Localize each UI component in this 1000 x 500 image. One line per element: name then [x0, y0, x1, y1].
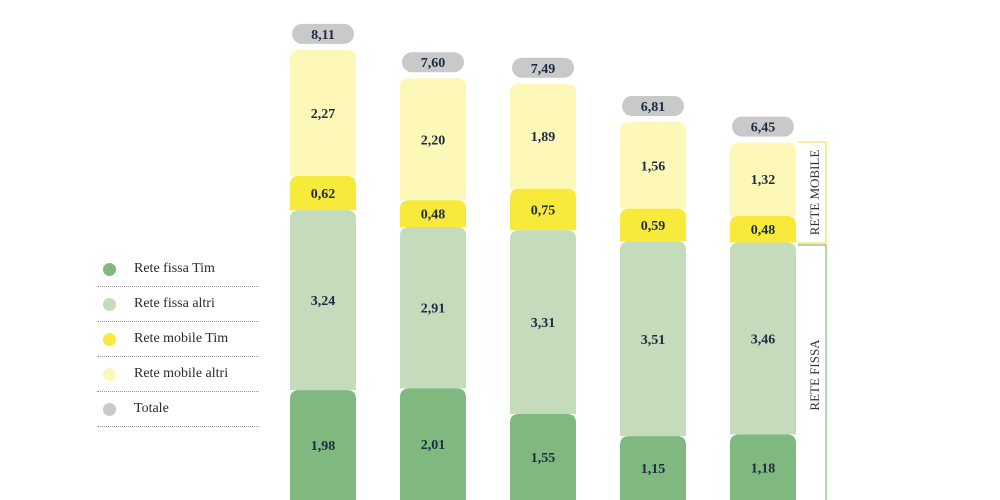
data-label-rete-fissa-tim: 1,55 — [531, 451, 556, 466]
bar-segment-rete-mobile-tim — [730, 215, 796, 243]
total-label: 7,49 — [531, 62, 556, 77]
total-label: 6,81 — [641, 100, 666, 115]
data-label-rete-mobile-tim: 0,62 — [311, 187, 336, 202]
legend-swatch — [103, 332, 116, 346]
data-label-rete-fissa-altri: 2,91 — [421, 302, 446, 317]
bar-segment-rete-mobile-tim — [510, 188, 576, 231]
total-label: 8,11 — [311, 28, 335, 43]
data-label-rete-fissa-altri: 3,51 — [641, 333, 666, 348]
bar-segment-rete-fissa-altri — [290, 210, 356, 391]
bar-segment-rete-mobile-tim — [620, 208, 686, 242]
data-label-rete-fissa-altri: 3,24 — [311, 294, 336, 309]
legend-swatch — [103, 262, 116, 276]
total-pill — [292, 23, 354, 44]
legend-item-rete-mobile-altri: Rete mobile altri — [97, 357, 259, 392]
bar-segment-rete-mobile-tim — [290, 175, 356, 211]
bar-segment-rete-fissa-tim — [290, 390, 356, 500]
legend: Rete fissa Tim Rete fissa altri Rete mob… — [97, 252, 259, 427]
rete-fissa-bracket — [798, 244, 827, 500]
rete-mobile-bracket — [798, 141, 827, 244]
legend-label: Rete fissa Tim — [134, 261, 215, 276]
data-label-rete-mobile-altri: 2,20 — [421, 133, 446, 148]
rete-mobile-label: RETE MOBILE — [807, 150, 822, 236]
total-pill — [512, 57, 574, 78]
total-pill — [732, 116, 794, 137]
bar-segment-rete-mobile-tim — [400, 200, 466, 227]
total-pill — [402, 52, 464, 73]
bar-segment-rete-mobile-altri — [730, 142, 796, 216]
data-label-rete-mobile-tim: 0,59 — [641, 219, 666, 234]
data-label-rete-fissa-tim: 1,98 — [311, 439, 336, 454]
data-label-rete-fissa-tim: 2,01 — [421, 438, 446, 453]
legend-label: Rete mobile altri — [134, 366, 229, 381]
bar-segment-rete-fissa-altri — [400, 226, 466, 389]
legend-swatch — [103, 402, 116, 416]
data-label-rete-mobile-tim: 0,48 — [751, 223, 776, 238]
bar-segment-rete-fissa-tim — [510, 413, 576, 500]
bar-segment-rete-mobile-altri — [620, 122, 686, 209]
bar-segment-rete-mobile-altri — [290, 49, 356, 176]
data-label-rete-mobile-altri: 2,27 — [311, 107, 336, 122]
rete-fissa-label: RETE FISSA — [807, 339, 822, 411]
legend-swatch — [103, 367, 116, 381]
bar-segment-rete-fissa-altri — [620, 241, 686, 437]
legend-item-totale: Totale — [97, 392, 259, 427]
data-label-rete-fissa-altri: 3,46 — [751, 332, 776, 347]
total-pill — [622, 96, 684, 117]
data-label-rete-fissa-tim: 1,18 — [751, 461, 776, 476]
bar-segment-rete-fissa-altri — [730, 242, 796, 435]
data-label-rete-mobile-tim: 0,48 — [421, 208, 446, 223]
bar-segment-rete-fissa-altri — [510, 230, 576, 414]
data-label-rete-mobile-altri: 1,89 — [531, 130, 556, 145]
data-label-rete-mobile-altri: 1,56 — [641, 159, 666, 174]
total-label: 6,45 — [751, 121, 776, 136]
legend-item-rete-fissa-tim: Rete fissa Tim — [97, 252, 259, 287]
bar-segment-rete-fissa-tim — [400, 388, 466, 500]
total-label: 7,60 — [421, 56, 446, 71]
legend-label: Rete fissa altri — [134, 296, 215, 311]
legend-item-rete-mobile-tim: Rete mobile Tim — [97, 322, 259, 357]
legend-item-rete-fissa-altri: Rete fissa altri — [97, 287, 259, 322]
legend-label: Rete mobile Tim — [134, 331, 229, 346]
bar-segment-rete-mobile-altri — [510, 83, 576, 189]
data-label-rete-mobile-tim: 0,75 — [531, 203, 556, 218]
bar-segment-rete-mobile-altri — [400, 78, 466, 201]
legend-swatch — [103, 297, 116, 311]
data-label-rete-fissa-altri: 3,31 — [531, 316, 556, 331]
bar-segment-rete-fissa-tim — [620, 436, 686, 500]
data-label-rete-fissa-tim: 1,15 — [641, 462, 666, 477]
data-label-rete-mobile-altri: 1,32 — [751, 173, 776, 188]
legend-label: Totale — [134, 401, 169, 416]
bar-segment-rete-fissa-tim — [730, 434, 796, 500]
